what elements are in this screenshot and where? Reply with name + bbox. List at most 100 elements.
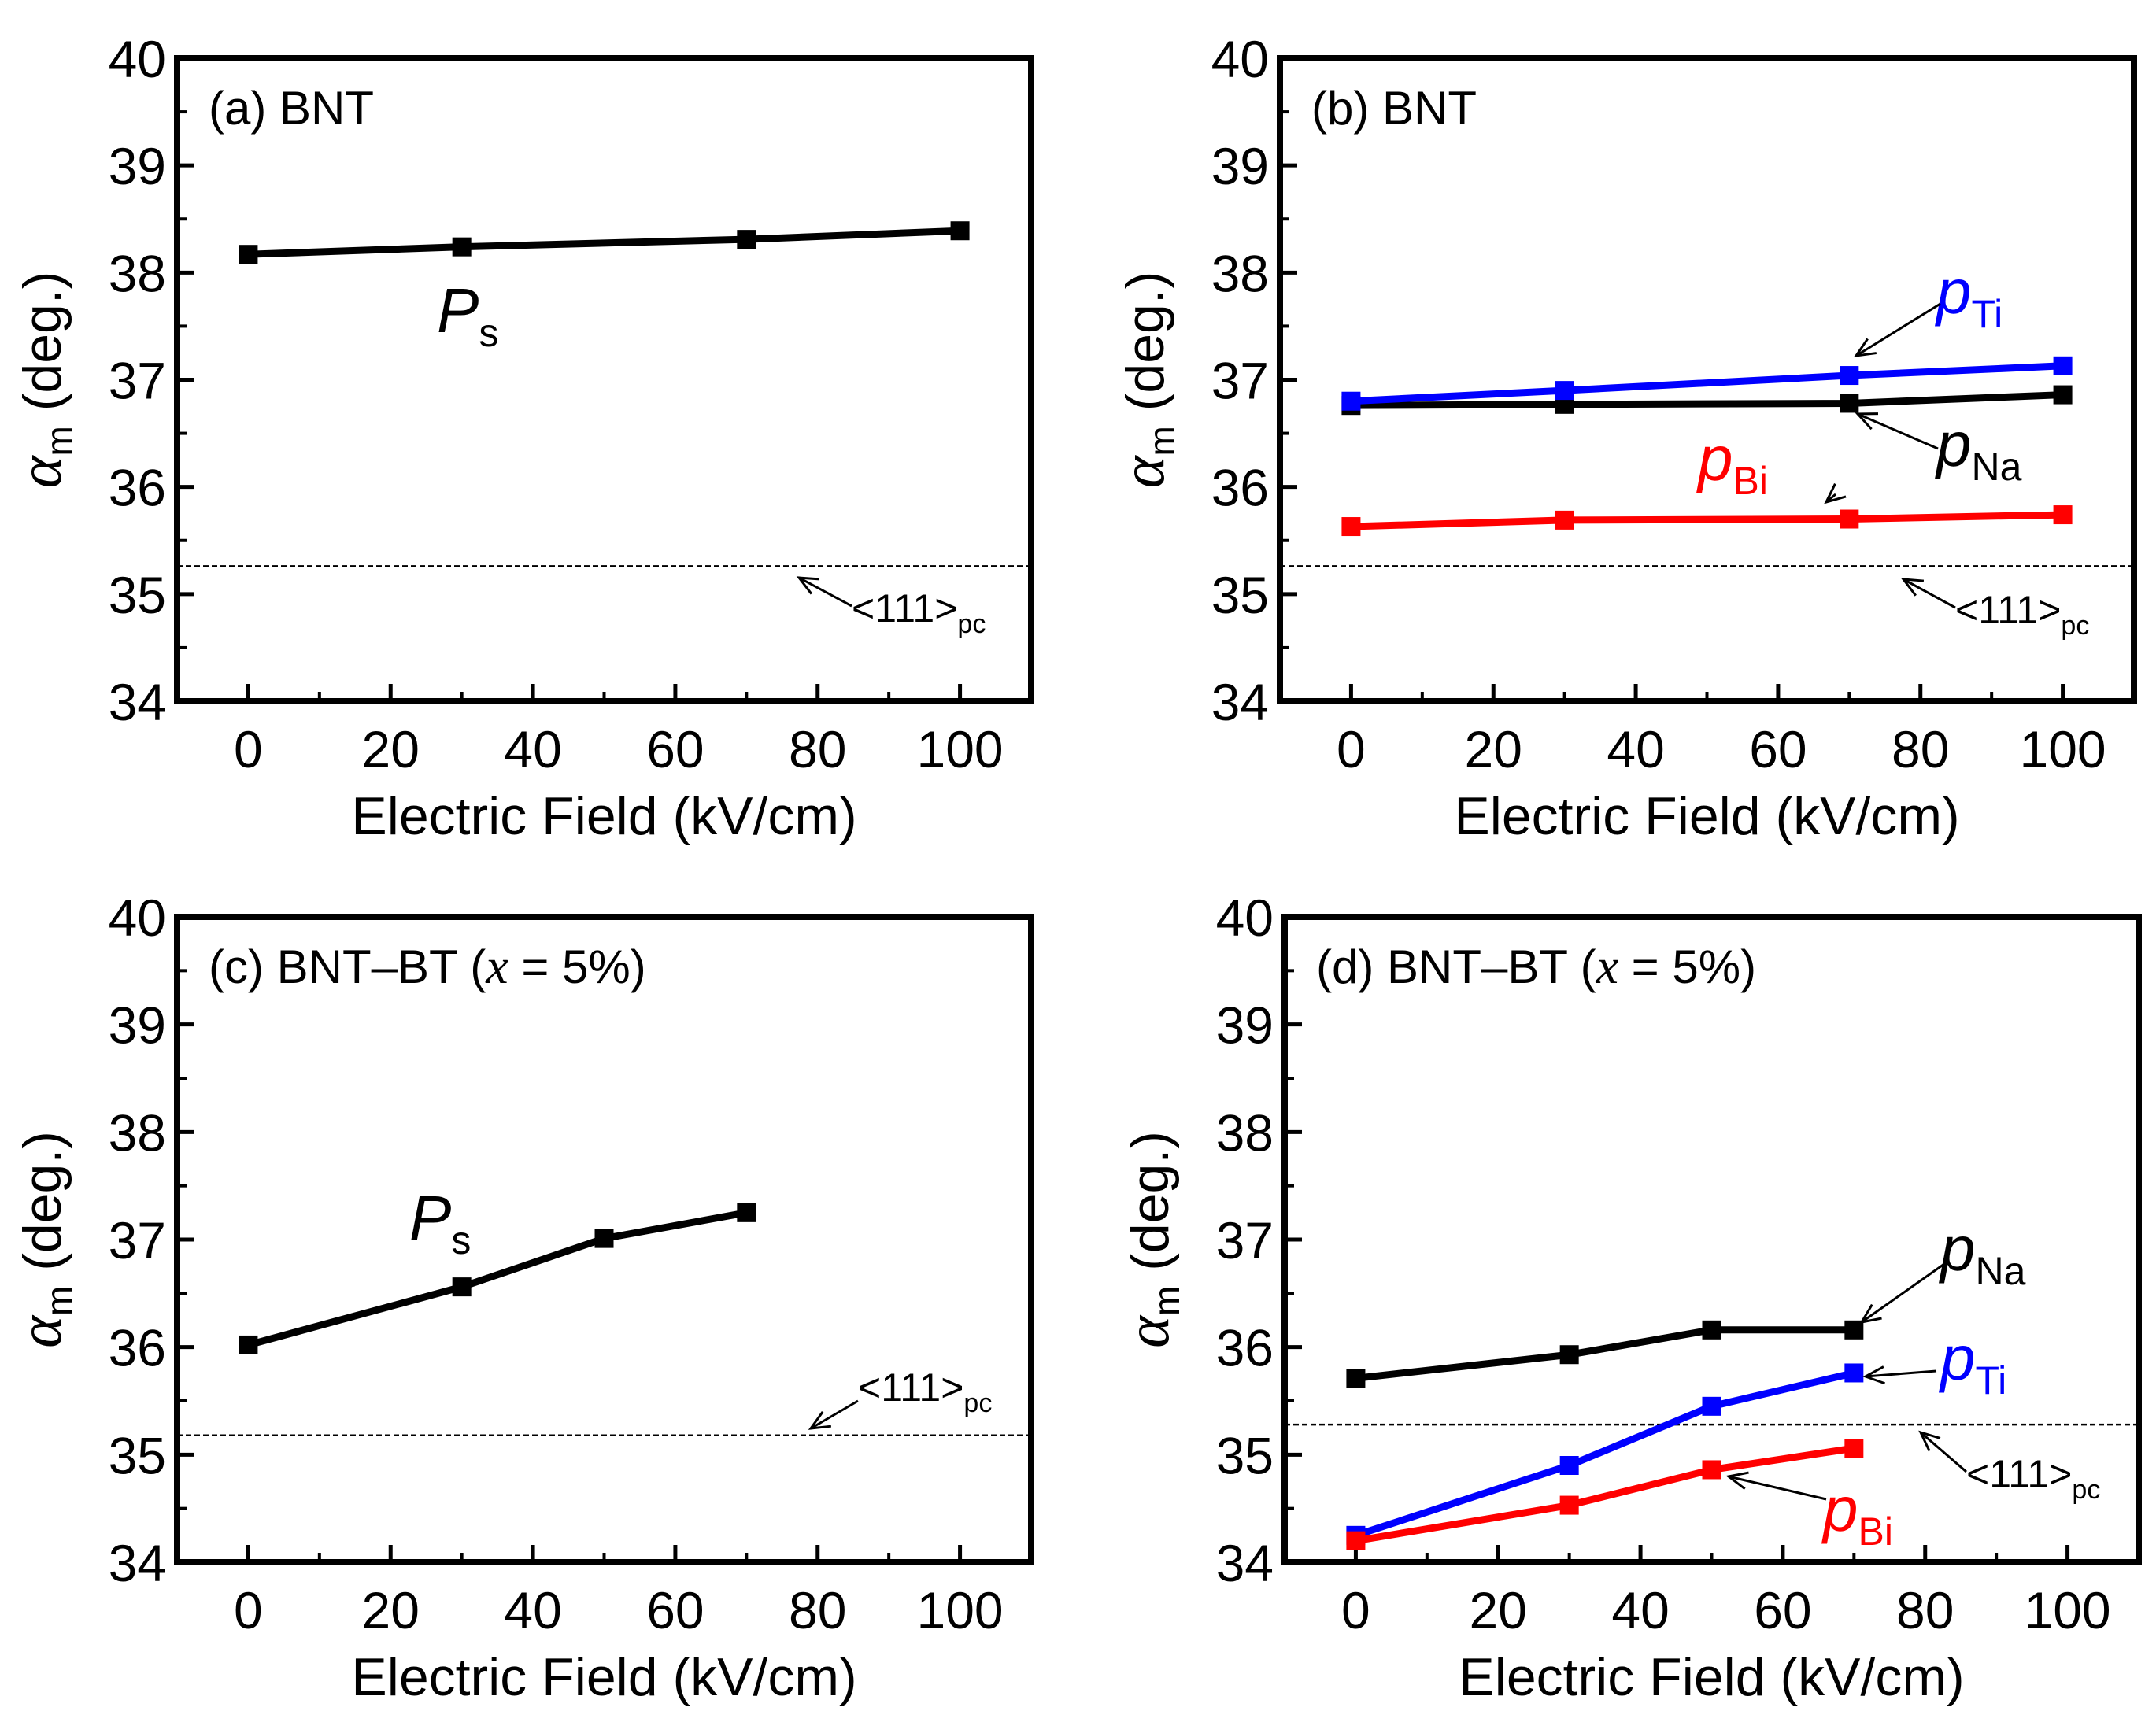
data-point	[950, 221, 970, 241]
x-tick-label: 100	[2020, 720, 2106, 778]
y-tick-label: 37	[109, 352, 166, 410]
y-tick-label: 39	[109, 137, 166, 195]
y-tick-label: 34	[1211, 673, 1269, 731]
data-point	[1346, 1531, 1366, 1550]
y-axis-title: αm (deg.)	[6, 272, 80, 489]
reference-arrow	[798, 576, 852, 608]
y-tick-label: 35	[109, 566, 166, 624]
reference-label: <111>pc	[1966, 1452, 2100, 1505]
panel-c: 34 35 36 37 38 39 40 0 20 40 60 80 100 Electric Field…	[6, 889, 1034, 1707]
x-axis-title: Electric Field (kV/cm)	[1454, 786, 1959, 846]
data-point	[239, 1335, 258, 1354]
reference-label: <111>pc	[852, 586, 986, 639]
data-point	[1559, 1495, 1579, 1515]
x-axis-title: Electric Field (kV/cm)	[351, 1647, 856, 1707]
data-point	[1702, 1320, 1721, 1340]
series-arrow	[1855, 302, 1941, 357]
x-axis-title: Electric Field (kV/cm)	[351, 786, 856, 846]
reference-arrow	[810, 1399, 859, 1430]
x-tick-label: 60	[1754, 1581, 1811, 1639]
data-point	[2053, 356, 2073, 375]
series-pTi	[1341, 356, 2073, 411]
series-label-pTi: pTi	[1939, 1323, 2006, 1402]
series-arrow-head	[1855, 412, 1879, 430]
data-point	[737, 230, 756, 249]
x-tick-label: 40	[504, 1581, 561, 1639]
panel-title: (d) BNT–BT (x = 5%)	[1316, 938, 1756, 994]
data-point	[1840, 394, 1859, 413]
y-axis-title: αm (deg.)	[1113, 1131, 1187, 1348]
series-label-Ps: Ps	[409, 1183, 471, 1262]
reference-arrow-head	[1918, 1430, 1941, 1452]
reference-arrow-head	[796, 576, 820, 595]
y-tick-label: 40	[109, 30, 166, 88]
x-tick-label: 20	[362, 720, 420, 778]
x-tick-label: 20	[1470, 1581, 1527, 1639]
data-point	[1559, 1456, 1579, 1475]
y-tick-label: 37	[1211, 352, 1269, 410]
data-point	[452, 1277, 472, 1297]
y-tick-label: 40	[1216, 889, 1274, 947]
x-tick-label: 60	[646, 1581, 704, 1639]
y-tick-label: 34	[109, 673, 166, 731]
y-axis-title: αm (deg.)	[1108, 272, 1182, 489]
series-label-pNa: pNa	[1935, 409, 2022, 489]
x-tick-label: 20	[1465, 720, 1522, 778]
series-label-pTi: pTi	[1935, 257, 2003, 336]
data-point	[1702, 1460, 1721, 1480]
x-tick-label: 100	[2025, 1581, 2111, 1639]
y-tick-label: 38	[109, 244, 166, 302]
x-tick-label: 0	[234, 1581, 263, 1639]
x-tick-label: 40	[1611, 1581, 1669, 1639]
reference-arrow	[1903, 578, 1956, 609]
series-label-pBi: pBi	[1821, 1474, 1893, 1554]
reference-arrow-head	[808, 1411, 832, 1430]
panel-title: (c) BNT–BT (x = 5%)	[209, 938, 646, 994]
series-arrow-head	[1862, 1365, 1885, 1385]
x-tick-label: 0	[1337, 720, 1366, 778]
y-tick-label: 39	[1216, 996, 1274, 1055]
series-arrow	[1728, 1475, 1827, 1501]
data-point	[1840, 366, 1859, 386]
x-axis-title: Electric Field (kV/cm)	[1459, 1647, 1964, 1707]
series-label-pBi: pBi	[1696, 423, 1768, 503]
data-point	[452, 237, 472, 257]
series-arrow	[1861, 1262, 1945, 1324]
data-point	[2053, 505, 2073, 525]
series-Ps	[239, 1203, 756, 1354]
reference-label: <111>pc	[1955, 588, 2089, 641]
y-tick-label: 40	[109, 889, 166, 947]
data-point	[1844, 1439, 1864, 1458]
series-pBi	[1341, 505, 2073, 537]
series-line	[1351, 362, 2063, 405]
data-point	[1840, 509, 1859, 529]
series-line	[1355, 1326, 1855, 1382]
series-line	[248, 227, 960, 258]
y-tick-label: 35	[109, 1426, 166, 1484]
series-arrow-head	[1853, 338, 1877, 357]
series-label-pNa: pNa	[1939, 1214, 2026, 1293]
x-tick-label: 80	[789, 1581, 846, 1639]
series-arrow-head	[1824, 482, 1847, 504]
y-tick-label: 36	[109, 459, 166, 517]
series-pTi	[1346, 1363, 1864, 1545]
series-pBi	[1346, 1439, 1864, 1550]
series-line	[1355, 1444, 1855, 1545]
series-arrow-head	[1725, 1471, 1749, 1490]
panel-b: 34 35 36 37 38 39 40 0 20 40 60 80 100 Electric Field…	[1108, 30, 2137, 846]
y-tick-label: 34	[1216, 1534, 1274, 1592]
series-arrow	[1865, 1369, 1937, 1378]
data-point	[594, 1229, 614, 1248]
series-line	[1355, 1369, 1855, 1539]
data-point	[1702, 1396, 1721, 1416]
data-point	[1555, 381, 1574, 401]
reference-label: <111>pc	[858, 1365, 992, 1418]
panel-a: 34 35 36 37 38 39 40 0 20 40 60 80 100 Electric Field…	[6, 30, 1034, 846]
series-line	[1351, 511, 2063, 530]
panel-d: 34 35 36 37 38 39 40 0 20 40 60 80 100 Electric Field…	[1113, 889, 2142, 1707]
series-arrow	[1857, 412, 1939, 450]
panel-title: (b) BNT	[1311, 82, 1477, 135]
y-tick-label: 37	[109, 1211, 166, 1269]
y-tick-label: 36	[1216, 1319, 1274, 1377]
x-tick-label: 60	[646, 720, 704, 778]
